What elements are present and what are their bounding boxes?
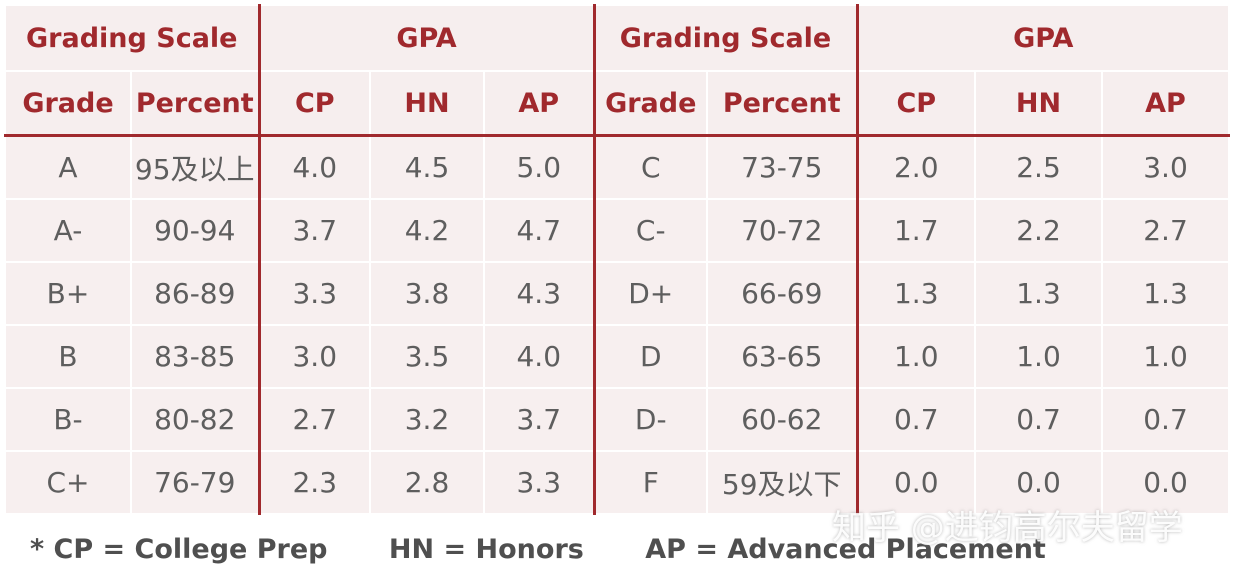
- cp-cell: 3.7: [258, 198, 371, 263]
- col-header-grade: Grade: [4, 70, 132, 137]
- grade-cell: C: [593, 134, 708, 200]
- grade-cell: A: [4, 134, 132, 200]
- grading-scale-table-container: Grading Scale GPA Grading Scale GPA Grad…: [4, 4, 1231, 515]
- grade-cell: D-: [593, 387, 708, 452]
- cp-cell: 2.0: [856, 134, 976, 200]
- cp-cell: 0.0: [856, 450, 976, 515]
- table-row: B- 80-82 2.7 3.2 3.7 D- 60-62 0.7 0.7 0.…: [4, 387, 1231, 452]
- right-grading-scale-header: Grading Scale: [593, 4, 859, 72]
- col-header-grade-right: Grade: [593, 70, 708, 137]
- hn-cell: 2.5: [974, 134, 1103, 200]
- table-row: B 83-85 3.0 3.5 4.0 D 63-65 1.0 1.0 1.0: [4, 324, 1231, 389]
- hn-cell: 3.5: [369, 324, 485, 389]
- cp-cell: 3.0: [258, 324, 371, 389]
- percent-cell: 73-75: [706, 134, 859, 200]
- hn-cell: 1.3: [974, 261, 1103, 326]
- cp-cell: 0.7: [856, 387, 976, 452]
- percent-cell: 83-85: [130, 324, 261, 389]
- percent-cell: 70-72: [706, 198, 859, 263]
- ap-cell: 3.3: [483, 450, 596, 515]
- cp-cell: 4.0: [258, 134, 371, 200]
- hn-cell: 2.2: [974, 198, 1103, 263]
- hn-cell: 1.0: [974, 324, 1103, 389]
- watermark: 知乎 @进钧高尔夫留学: [832, 508, 1183, 548]
- hn-cell: 0.0: [974, 450, 1103, 515]
- percent-cell: 95及以上: [130, 134, 261, 200]
- hn-cell: 4.5: [369, 134, 485, 200]
- percent-cell: 76-79: [130, 450, 261, 515]
- percent-cell: 60-62: [706, 387, 859, 452]
- percent-cell: 86-89: [130, 261, 261, 326]
- ap-cell: 4.3: [483, 261, 596, 326]
- col-header-ap-right: AP: [1100, 70, 1231, 137]
- hn-cell: 4.2: [369, 198, 485, 263]
- cp-cell: 1.3: [856, 261, 976, 326]
- grade-cell: C+: [4, 450, 132, 515]
- grade-cell: F: [593, 450, 708, 515]
- grade-cell: D+: [593, 261, 708, 326]
- col-header-percent: Percent: [130, 70, 261, 137]
- cp-cell: 2.7: [258, 387, 371, 452]
- ap-cell: 0.0: [1100, 450, 1231, 515]
- ap-cell: 3.0: [1100, 134, 1231, 200]
- hn-cell: 3.2: [369, 387, 485, 452]
- grade-cell: B-: [4, 387, 132, 452]
- right-gpa-header: GPA: [855, 4, 1231, 72]
- table-row: B+ 86-89 3.3 3.8 4.3 D+ 66-69 1.3 1.3 1.…: [4, 261, 1231, 326]
- grading-scale-table: Grading Scale GPA Grading Scale GPA Grad…: [4, 4, 1231, 515]
- ap-cell: 1.0: [1100, 324, 1231, 389]
- footnote-ap: AP = Advanced Placement: [645, 534, 1046, 565]
- table-row: C+ 76-79 2.3 2.8 3.3 F 59及以下 0.0 0.0 0.0: [4, 450, 1231, 515]
- grade-cell: C-: [593, 198, 708, 263]
- table-row: A- 90-94 3.7 4.2 4.7 C- 70-72 1.7 2.2 2.…: [4, 198, 1231, 263]
- footnote-cp: * CP = College Prep: [30, 534, 328, 565]
- percent-cell: 66-69: [706, 261, 859, 326]
- col-header-cp: CP: [258, 70, 371, 137]
- col-header-hn-right: HN: [974, 70, 1103, 137]
- percent-cell: 63-65: [706, 324, 859, 389]
- header-group-row: Grading Scale GPA Grading Scale GPA: [4, 4, 1231, 72]
- footnote-legend: * CP = College Prep HN = Honors AP = Adv…: [30, 534, 1098, 565]
- ap-cell: 4.7: [483, 198, 596, 263]
- ap-cell: 0.7: [1100, 387, 1231, 452]
- col-header-hn: HN: [369, 70, 485, 137]
- percent-cell: 59及以下: [706, 450, 859, 515]
- table-row: A 95及以上 4.0 4.5 5.0 C 73-75 2.0 2.5 3.0: [4, 134, 1231, 200]
- footnote-hn: HN = Honors: [388, 534, 584, 565]
- percent-cell: 80-82: [130, 387, 261, 452]
- ap-cell: 3.7: [483, 387, 596, 452]
- grade-cell: D: [593, 324, 708, 389]
- cp-cell: 3.3: [258, 261, 371, 326]
- column-header-row: Grade Percent CP HN AP Grade Percent CP …: [4, 70, 1231, 137]
- col-header-percent-right: Percent: [706, 70, 859, 137]
- col-header-cp-right: CP: [856, 70, 976, 137]
- left-gpa-header: GPA: [258, 4, 596, 72]
- ap-cell: 5.0: [483, 134, 596, 200]
- percent-cell: 90-94: [130, 198, 261, 263]
- col-header-ap: AP: [483, 70, 596, 137]
- hn-cell: 2.8: [369, 450, 485, 515]
- left-grading-scale-header: Grading Scale: [4, 4, 261, 72]
- grade-cell: B: [4, 324, 132, 389]
- cp-cell: 2.3: [258, 450, 371, 515]
- grade-cell: B+: [4, 261, 132, 326]
- cp-cell: 1.7: [856, 198, 976, 263]
- grade-cell: A-: [4, 198, 132, 263]
- ap-cell: 4.0: [483, 324, 596, 389]
- hn-cell: 0.7: [974, 387, 1103, 452]
- ap-cell: 2.7: [1100, 198, 1231, 263]
- hn-cell: 3.8: [369, 261, 485, 326]
- ap-cell: 1.3: [1100, 261, 1231, 326]
- cp-cell: 1.0: [856, 324, 976, 389]
